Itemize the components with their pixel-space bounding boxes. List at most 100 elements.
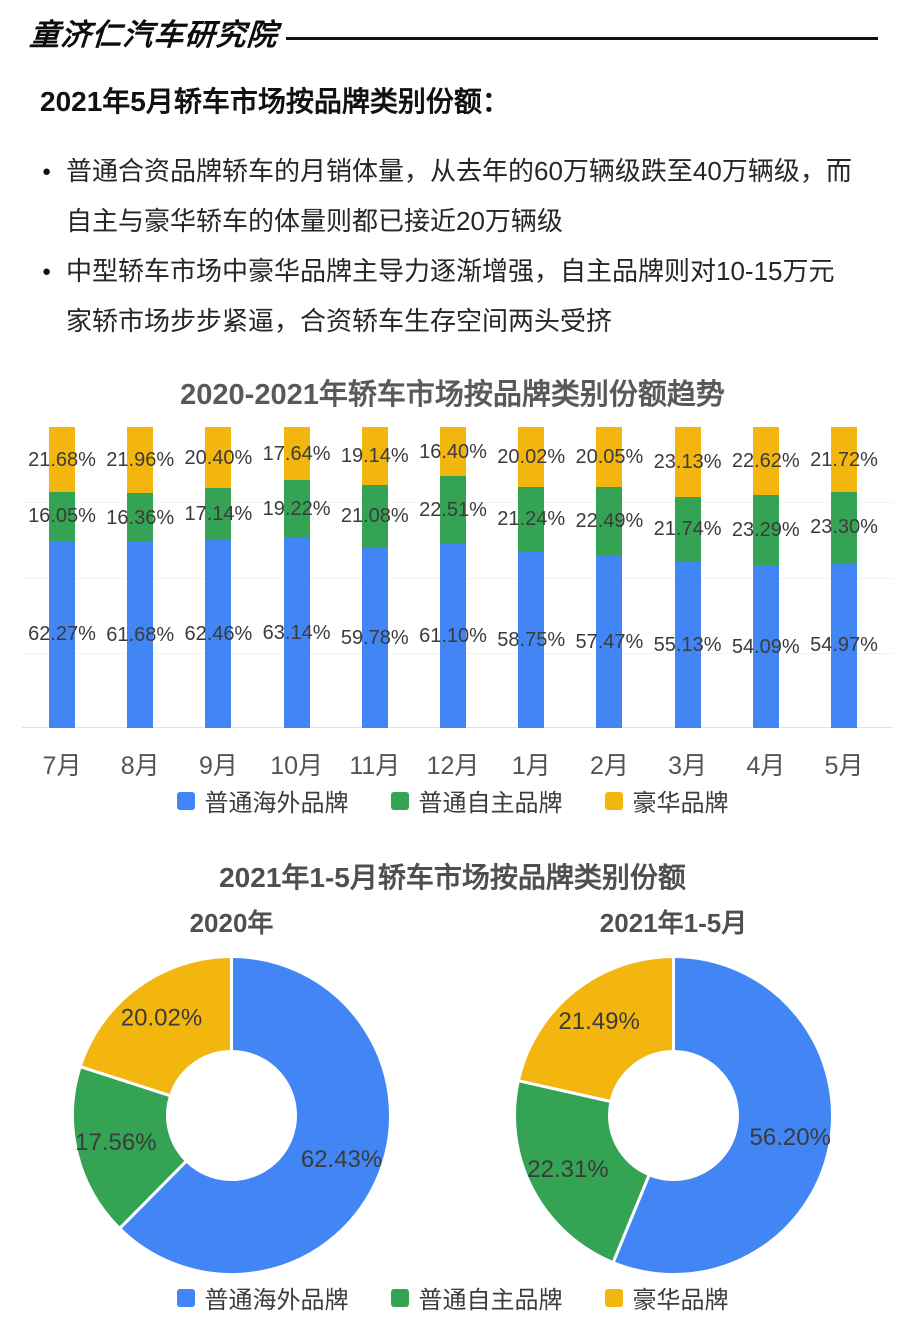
bar-segment (440, 476, 466, 545)
bar-segment (674, 496, 701, 563)
brand-logo: 童济仁汽车研究院 (28, 19, 279, 52)
bar-segment (361, 427, 388, 485)
bar-value-label: 63.14% (262, 621, 331, 644)
bar-segment (49, 427, 75, 493)
bullet-item: ● 中型轿车市场中豪华品牌主导力逐渐增强，自主品牌则对10-15万元 家轿市场步… (42, 246, 887, 346)
donut-chart-2021: 56.20% 22.31% 21.49% (513, 955, 834, 1276)
bullet-dot-icon: ● (42, 163, 52, 180)
bar-segment (205, 427, 232, 489)
bar-segment (127, 542, 154, 728)
page-title: 2021年5月轿车市场按品牌类别份额： (40, 86, 510, 117)
x-axis-label: 12月 (426, 752, 480, 780)
bar-value-label: 21.74% (653, 518, 722, 541)
legend-swatch-icon (604, 791, 623, 810)
legend-label: 普通自主品牌 (418, 1287, 563, 1314)
donut-chart-legend: 普通海外品牌 普通自主品牌 豪华品牌 (0, 1280, 905, 1315)
bar-segment (596, 487, 623, 556)
donut-section-title: 2021年1-5月轿车市场按品牌类别份额 (219, 862, 686, 893)
bar-value-label: 21.72% (810, 448, 878, 471)
legend-item: 豪华品牌 (604, 1280, 729, 1315)
x-axis-label: 8月 (120, 752, 160, 780)
legend-swatch-icon (176, 791, 195, 810)
bar-value-label: 22.51% (419, 499, 487, 522)
stacked-bar-chart: 62.27% 16.05% 21.68% 61.68% 16.36% 21.96% 62.4… (0, 426, 905, 728)
donut-value-label: 21.49% (558, 1008, 639, 1035)
bar-segment (752, 565, 779, 728)
bar-segment (752, 495, 779, 566)
donut-chart-2020: 62.43% 17.56% 20.02% (71, 955, 392, 1276)
bar-value-label: 21.24% (497, 508, 566, 531)
bar-value-label: 20.05% (575, 446, 644, 469)
bar-value-label: 21.08% (340, 505, 409, 528)
bar-chart-title: 2020-2021年轿车市场按品牌类别份额趋势 (180, 379, 725, 411)
legend-label: 普通海外品牌 (204, 790, 349, 817)
bar-segment (283, 427, 310, 481)
legend-item: 普通自主品牌 (390, 1280, 563, 1315)
bar-chart-x-axis: 7月 8月 9月 10月 11月 12月 1月 2月 3月 4月 5月 (0, 750, 905, 782)
donut-slice (513, 1079, 651, 1265)
header-rule (286, 37, 878, 40)
bar-value-label: 19.14% (340, 444, 409, 467)
bar-segment (831, 492, 857, 563)
x-axis-label: 5月 (824, 752, 864, 780)
donut-chart-title: 2020年 (189, 908, 274, 938)
bar-value-label: 61.68% (106, 624, 175, 647)
bar-value-label: 54.97% (810, 634, 878, 657)
bar-chart-legend: 普通海外品牌 普通自主品牌 豪华品牌 (0, 783, 905, 818)
legend-item: 豪华品牌 (604, 783, 729, 818)
legend-swatch-icon (390, 791, 409, 810)
donut-slice (78, 955, 233, 1098)
bar-value-label: 21.96% (106, 449, 175, 472)
donut-slice (611, 955, 834, 1276)
legend-swatch-icon (176, 1288, 195, 1307)
bar-value-label: 54.09% (731, 635, 800, 658)
x-axis-label: 10月 (270, 752, 323, 780)
bar-segment (283, 480, 310, 538)
bar-segment (440, 426, 466, 477)
bar-segment (518, 426, 545, 488)
bar-value-label: 19.22% (262, 498, 331, 521)
bar-segment (596, 426, 623, 488)
bullet-list: ● 普通合资品牌轿车的月销体量，从去年的60万辆级跌至40万辆级，而 自主与豪华… (42, 146, 887, 346)
donut-chart-title: 2021年1-5月 (599, 908, 748, 938)
legend-label: 普通自主品牌 (418, 790, 563, 817)
bar-value-label: 16.05% (28, 505, 96, 528)
bar-segment (205, 488, 232, 540)
donut-slice (71, 1065, 188, 1230)
legend-label: 普通海外品牌 (204, 1287, 349, 1314)
bar-value-label: 20.02% (497, 446, 566, 469)
bar-value-label: 17.64% (262, 442, 331, 465)
bar-segment (596, 555, 623, 728)
legend-item: 普通自主品牌 (390, 783, 563, 818)
donut-value-label: 62.43% (301, 1146, 382, 1173)
bar-segment (831, 427, 857, 493)
bar-segment (674, 562, 701, 728)
bar-segment (518, 487, 545, 552)
bar-value-label: 22.62% (731, 450, 800, 473)
x-axis-label: 1月 (511, 752, 551, 780)
bar-value-label: 55.13% (653, 634, 722, 657)
bar-value-label: 22.49% (575, 510, 644, 533)
bar-segment (440, 544, 466, 728)
x-axis-label: 9月 (198, 752, 238, 780)
legend-swatch-icon (604, 1288, 623, 1307)
legend-item: 普通海外品牌 (176, 783, 349, 818)
bullet-line: 家轿市场步步紧逼，合资轿车生存空间两头受挤 (66, 306, 613, 336)
legend-item: 普通海外品牌 (176, 1280, 349, 1315)
donut-value-label: 22.31% (527, 1156, 608, 1183)
bar-segment (127, 427, 154, 494)
bar-value-label: 23.30% (810, 516, 878, 539)
bar-segment (361, 548, 388, 728)
x-axis-label: 11月 (349, 752, 401, 780)
donut-value-label: 17.56% (75, 1129, 156, 1156)
bullet-dot-icon: ● (42, 263, 52, 280)
x-axis-label: 7月 (42, 752, 82, 780)
bar-value-label: 62.46% (184, 622, 253, 645)
bar-value-label: 17.14% (184, 503, 253, 526)
bar-segment (674, 427, 701, 497)
bullet-item: ● 普通合资品牌轿车的月销体量，从去年的60万辆级跌至40万辆级，而 自主与豪华… (42, 146, 887, 246)
donut-slice (118, 955, 392, 1276)
donut-value-label: 56.20% (750, 1124, 831, 1151)
bullet-line: 中型轿车市场中豪华品牌主导力逐渐增强，自主品牌则对10-15万元 (66, 256, 835, 286)
